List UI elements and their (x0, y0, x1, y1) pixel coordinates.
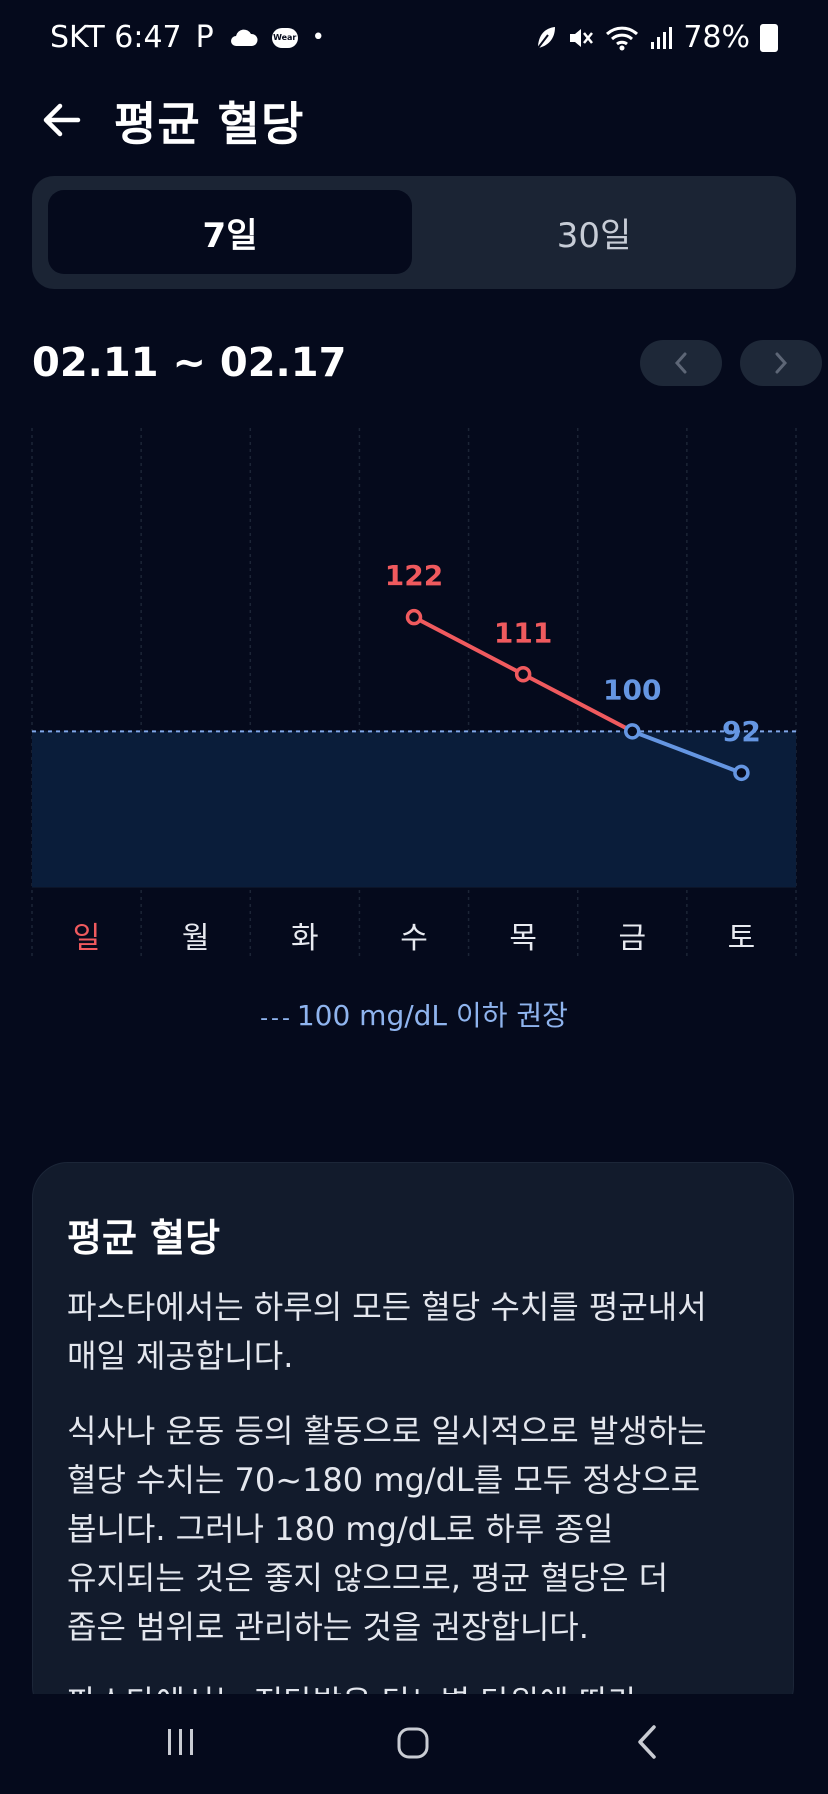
data-label: 92 (722, 715, 761, 748)
card-title: 평균 혈당 (67, 1216, 221, 1260)
x-tick-label: 목 (509, 921, 537, 956)
system-navigation-bar (0, 1694, 828, 1794)
date-range: 02.11 ~ 02.17 (32, 340, 347, 386)
wear-icon: Wear (271, 27, 298, 48)
home-icon[interactable] (396, 1726, 430, 1760)
wifi-icon (606, 26, 639, 50)
series-line-segment (630, 729, 744, 775)
series-line-segment (412, 615, 526, 677)
data-point (624, 723, 641, 740)
glucose-line-chart: 122 111 100 92 일 월 화 수 목 금 토 (31, 428, 797, 960)
recent-apps-icon[interactable] (165, 1726, 197, 1758)
tab-30-days[interactable]: 30일 (556, 215, 632, 256)
info-card: 평균 혈당 파스타에서는 하루의 모든 혈당 수치를 평균내서 매일 제공합니다… (32, 1162, 794, 1722)
status-bar-right: 78% (535, 20, 778, 55)
data-point (514, 666, 532, 683)
back-button[interactable] (34, 92, 90, 148)
target-range-zone (32, 731, 796, 887)
mute-icon (570, 28, 594, 47)
card-paragraph: 파스타에서는 하루의 모든 혈당 수치를 평균내서 매일 제공합니다. (67, 1288, 707, 1375)
system-back-icon[interactable] (632, 1724, 662, 1760)
cloud-icon (230, 29, 258, 46)
x-tick-label: 금 (618, 921, 646, 956)
data-point (405, 608, 423, 626)
status-bar-left: SKT 6:47 P Wear • (50, 20, 325, 55)
chevron-right-icon (775, 352, 788, 374)
data-label: 122 (385, 559, 443, 592)
notification-dot: • (311, 25, 325, 50)
legend-dash: - - - (260, 1006, 290, 1031)
x-tick-label: 화 (291, 921, 319, 956)
x-tick-label: 수 (400, 921, 428, 956)
battery-icon (760, 23, 778, 52)
card-body: 파스타에서는 하루의 모든 혈당 수치를 평균내서 매일 제공합니다. 식사나 … (67, 1283, 759, 1721)
tab-7-days[interactable]: 7일 (48, 190, 412, 274)
data-label: 100 (603, 673, 661, 706)
page-title: 평균 혈당 (114, 97, 305, 151)
battery-percent: 78% (683, 20, 750, 55)
series-line-segment (521, 672, 635, 734)
arrow-left-icon (43, 103, 81, 137)
chart-legend: - - - 100 mg/dL 이하 권장 (0, 994, 828, 1034)
card-paragraph: 식사나 운동 등의 활동으로 일시적으로 발생하는 혈당 수치는 70~180 … (67, 1412, 707, 1646)
x-tick-label: 토 (728, 921, 756, 956)
period-segmented-control: 7일 30일 (32, 176, 796, 289)
x-tick-label: 일 (73, 921, 101, 956)
chevron-left-icon (674, 352, 687, 374)
data-point (733, 764, 750, 782)
leaf-icon (537, 26, 556, 49)
x-tick-label: 월 (182, 921, 210, 956)
p-icon: P (195, 20, 214, 55)
legend-text: 100 mg/dL 이하 권장 (296, 999, 568, 1032)
next-week-button[interactable] (740, 340, 822, 386)
data-label: 111 (494, 616, 552, 649)
signal-icon (651, 26, 673, 49)
previous-week-button[interactable] (640, 340, 722, 386)
carrier-time: SKT 6:47 (50, 20, 182, 55)
